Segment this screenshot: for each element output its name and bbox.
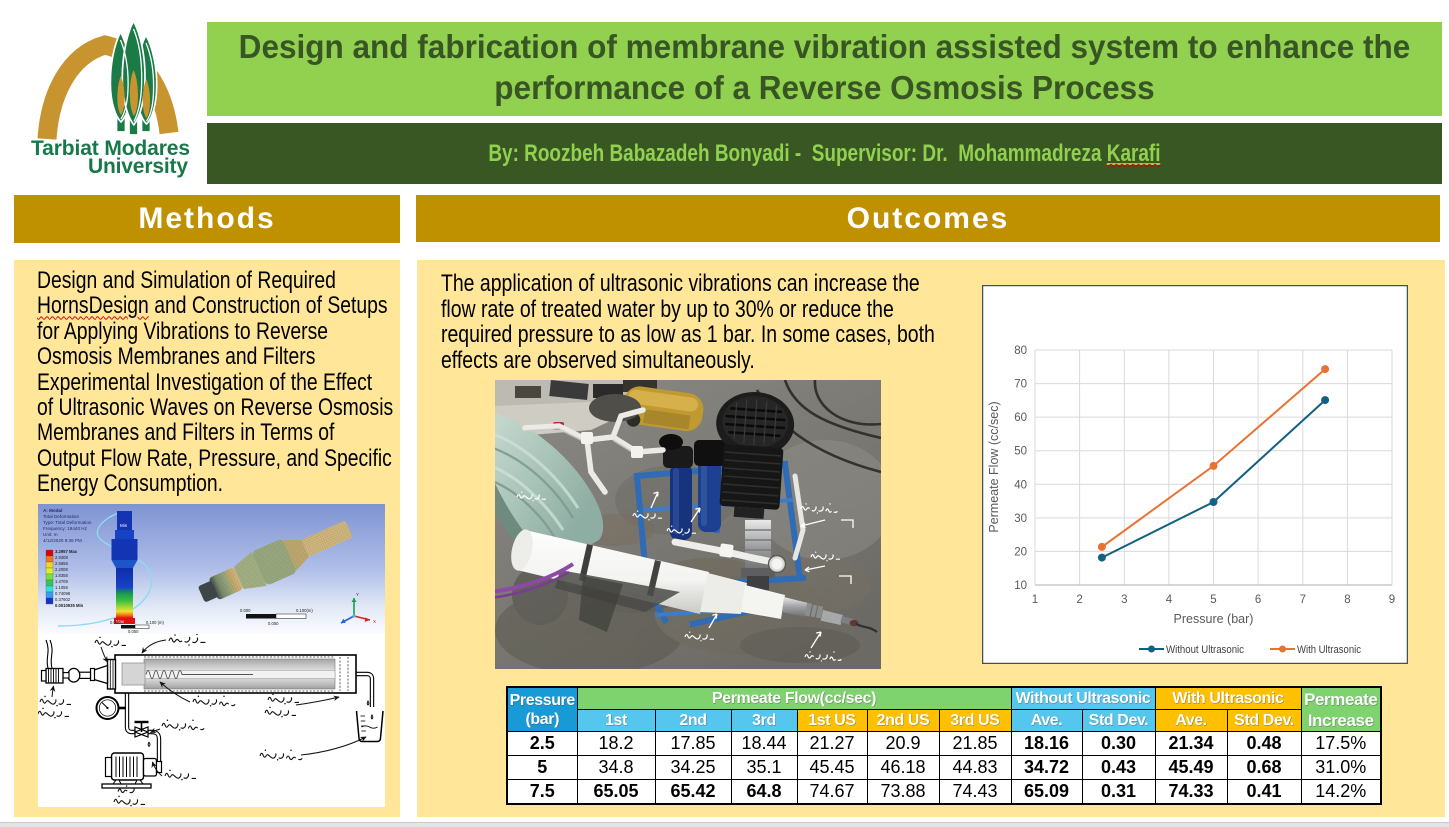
svg-text:20: 20 bbox=[1014, 546, 1027, 558]
svg-text:1.8358: 1.8358 bbox=[55, 573, 68, 578]
svg-text:0.100(m): 0.100(m) bbox=[296, 608, 313, 613]
svg-text:40: 40 bbox=[1014, 479, 1027, 491]
svg-text:2.2008: 2.2008 bbox=[55, 567, 68, 572]
svg-text:Frequency: 19440 Hz: Frequency: 19440 Hz bbox=[43, 526, 88, 531]
svg-text:Type: Total Deformation: Type: Total Deformation bbox=[43, 520, 92, 525]
svg-text:7: 7 bbox=[1300, 594, 1306, 606]
svg-text:30: 30 bbox=[1014, 513, 1027, 525]
svg-text:University: University bbox=[88, 155, 188, 178]
svg-text:4/12/2020 9:36 PM: 4/12/2020 9:36 PM bbox=[43, 538, 82, 543]
svg-text:3: 3 bbox=[1121, 594, 1127, 606]
svg-text:0.0010935 Min: 0.0010935 Min bbox=[55, 603, 84, 608]
svg-text:0.74098: 0.74098 bbox=[55, 591, 71, 596]
svg-text:2.5658: 2.5658 bbox=[55, 561, 68, 566]
svg-text:0.37602: 0.37602 bbox=[55, 597, 71, 602]
svg-text:X: X bbox=[373, 619, 376, 624]
svg-text:0.050: 0.050 bbox=[268, 621, 279, 626]
svg-text:Y: Y bbox=[356, 592, 359, 597]
svg-text:2: 2 bbox=[1076, 594, 1082, 606]
svg-text:3.2957 Max: 3.2957 Max bbox=[55, 549, 78, 554]
svg-text:Min: Min bbox=[120, 523, 128, 528]
svg-text:Without Ultrasonic: Without Ultrasonic bbox=[1166, 644, 1244, 656]
svg-text:A: Modal: A: Modal bbox=[43, 508, 62, 513]
svg-text:Tarbiat Modares: Tarbiat Modares bbox=[31, 137, 190, 160]
svg-text:With Ultrasonic: With Ultrasonic bbox=[1297, 644, 1361, 656]
svg-text:1.4709: 1.4709 bbox=[55, 579, 68, 584]
svg-text:Max: Max bbox=[116, 619, 125, 624]
svg-text:70: 70 bbox=[1014, 379, 1027, 391]
svg-text:10: 10 bbox=[1014, 580, 1027, 592]
svg-text:1: 1 bbox=[1032, 594, 1038, 606]
svg-text:9: 9 bbox=[1389, 594, 1395, 606]
svg-text:0.100 (m): 0.100 (m) bbox=[146, 620, 165, 625]
svg-text:1.1059: 1.1059 bbox=[55, 585, 68, 590]
svg-text:Permeate Flow (cc/sec): Permeate Flow (cc/sec) bbox=[987, 401, 1001, 532]
svg-text:80: 80 bbox=[1014, 345, 1027, 357]
svg-text:Pressure (bar): Pressure (bar) bbox=[1174, 612, 1254, 626]
svg-text:Total Deformation: Total Deformation bbox=[43, 514, 79, 519]
svg-text:4: 4 bbox=[1166, 594, 1173, 606]
svg-text:Unit: m: Unit: m bbox=[43, 532, 58, 537]
svg-text:8: 8 bbox=[1344, 594, 1350, 606]
svg-text:0.000: 0.000 bbox=[110, 620, 121, 625]
svg-text:0.000: 0.000 bbox=[240, 608, 251, 613]
svg-text:2.9308: 2.9308 bbox=[55, 555, 68, 560]
svg-text:5: 5 bbox=[1210, 594, 1216, 606]
svg-text:50: 50 bbox=[1014, 446, 1027, 458]
svg-text:60: 60 bbox=[1014, 412, 1027, 424]
svg-text:0.050: 0.050 bbox=[128, 629, 139, 634]
svg-text:6: 6 bbox=[1255, 594, 1261, 606]
